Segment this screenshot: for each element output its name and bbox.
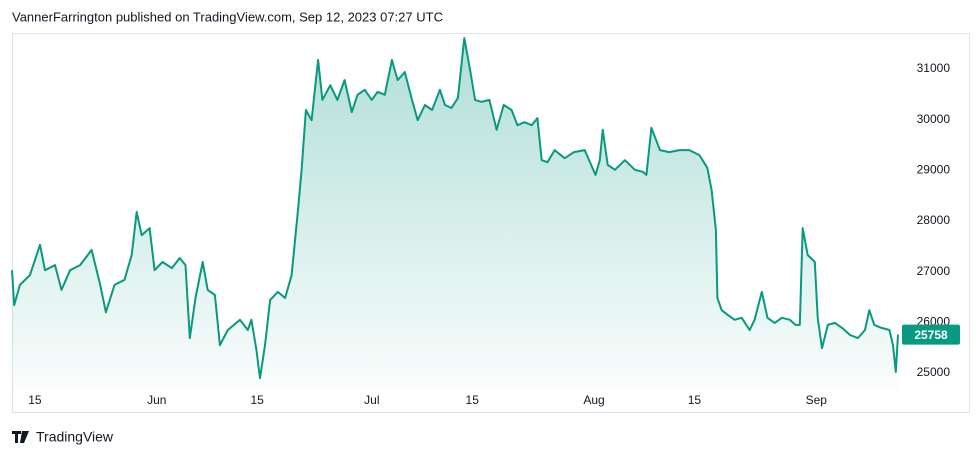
x-tick-label: Jul xyxy=(364,393,379,407)
y-tick-label: 31000 xyxy=(917,61,951,75)
price-line xyxy=(11,37,899,380)
y-tick-label: 29000 xyxy=(917,162,951,176)
chart-frame xyxy=(12,33,970,413)
x-tick-label: Aug xyxy=(583,393,604,407)
area-fill xyxy=(12,38,898,390)
y-tick-label: 28000 xyxy=(917,213,951,227)
y-tick-label: 25000 xyxy=(917,365,951,379)
last-price-badge xyxy=(902,324,960,345)
chart-title: VannerFarrington published on TradingVie… xyxy=(12,9,443,24)
x-tick-label: 15 xyxy=(466,393,480,407)
x-tick-label: Jun xyxy=(147,393,166,407)
footer-logo xyxy=(12,431,29,443)
x-tick-label: 15 xyxy=(688,393,702,407)
footer-brand: TradingView xyxy=(36,429,114,445)
x-tick-label: 15 xyxy=(250,393,264,407)
x-tick-label: Sep xyxy=(806,393,828,407)
x-tick-label: 15 xyxy=(28,393,42,407)
y-tick-label: 27000 xyxy=(917,264,951,278)
y-tick-label: 30000 xyxy=(917,112,951,126)
last-price-label: 25758 xyxy=(914,328,948,342)
